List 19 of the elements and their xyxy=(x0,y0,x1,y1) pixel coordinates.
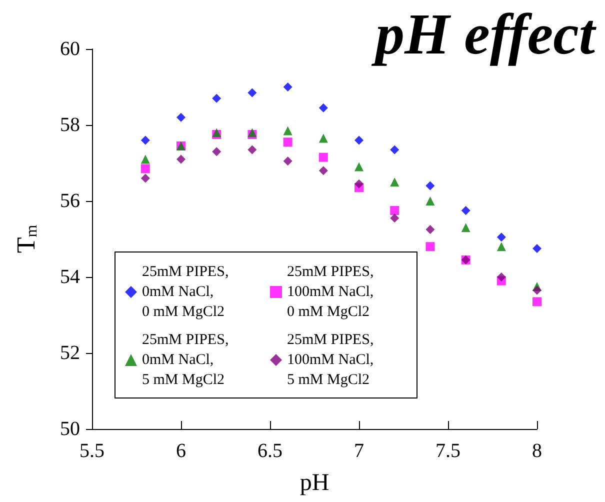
legend-label: 25mM PIPES, 100mM NaCl, 5 mM MgCl2 xyxy=(287,332,374,388)
x-tick-label: 8 xyxy=(532,440,542,462)
y-tick-label: 60 xyxy=(60,38,80,60)
legend-label: 25mM PIPES, 0mM NaCl, 0 mM MgCl2 xyxy=(142,264,229,320)
y-tick-label: 54 xyxy=(60,266,80,288)
x-tick-label: 6 xyxy=(176,440,186,462)
y-tick-label: 58 xyxy=(60,114,80,136)
x-axis-title: pH xyxy=(300,470,330,496)
legend-label: 25mM PIPES, 0mM NaCl, 5 mM MgCl2 xyxy=(142,332,229,388)
x-tick-label: 7 xyxy=(354,440,364,462)
x-tick-label: 5.5 xyxy=(80,440,104,462)
y-tick-label: 52 xyxy=(60,342,80,364)
y-tick-label: 50 xyxy=(60,418,80,440)
legend-label: 25mM PIPES, 100mM NaCl, 0 mM MgCl2 xyxy=(287,264,374,320)
y-axis-title: Tm xyxy=(12,224,40,254)
x-tick-label: 6.5 xyxy=(258,440,282,462)
y-tick-label: 56 xyxy=(60,190,80,212)
x-tick-label: 7.5 xyxy=(436,440,460,462)
chart-title: pH effect xyxy=(370,2,597,66)
